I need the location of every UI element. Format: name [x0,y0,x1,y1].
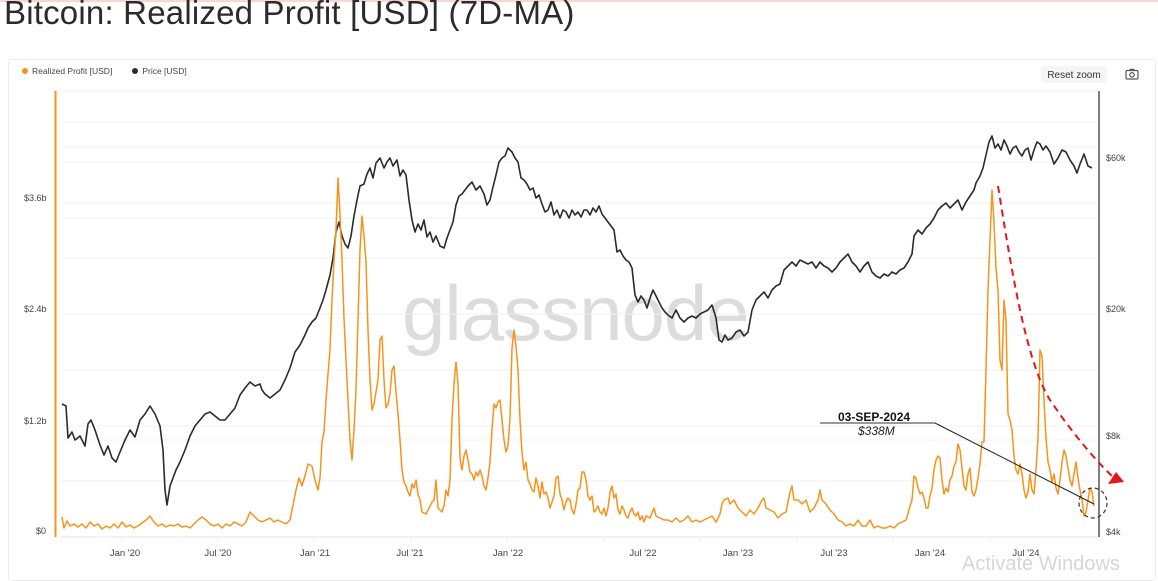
right-axis-tick: $20k [1106,304,1126,314]
x-axis-tick: Jul '23 [820,548,848,559]
trend-arrow-line [997,185,1113,477]
activate-windows-overlay: Activate Windows [962,553,1120,575]
gridlines [60,90,1098,482]
x-ticks [121,537,991,542]
left-axis-tick: $1.2b [24,416,47,426]
orange-dot-icon [22,68,28,74]
x-axis-tick: Jan '22 [492,548,524,559]
trend-arrow-head-icon [1108,472,1124,484]
black-dot-icon [132,68,139,74]
chart-plot [54,90,1124,542]
x-axis-tick: Jan '20 [109,548,141,559]
page-title: Bitcoin: Realized Profit [USD] (7D-MA) [4,0,575,31]
x-axis-tick: Jul '24 [1012,548,1040,559]
x-axis-tick: Jul '20 [204,548,232,559]
chart-card [8,59,1156,581]
x-axis-tick: Jul '21 [396,548,424,559]
right-axis-tick: $8k [1106,431,1121,441]
left-axis-tick: $3.6b [24,193,47,203]
legend-item-realized-profit[interactable]: Realized Profit [USD] [22,66,112,76]
chart-legend: Realized Profit [USD] Price [USD] [22,66,187,76]
camera-icon[interactable] [1124,66,1140,82]
left-axis-tick: $0 [36,526,47,536]
price-series-line [61,135,1093,506]
legend-label: Price [USD] [142,66,187,76]
right-axis-tick: $60k [1106,153,1126,163]
x-axis-tick: Jan '23 [722,548,754,559]
x-axis-tick: Jul '22 [629,548,657,559]
realized-profit-series-line [61,177,1095,530]
legend-item-price[interactable]: Price [USD] [132,66,187,76]
annotation-value: $338M [858,424,895,438]
x-axis-tick: Jan '21 [299,548,331,559]
highlight-circle [1078,487,1108,519]
annotation-leader-line [934,422,1095,505]
left-axis-tick: $2.4b [24,304,47,314]
legend-label: Realized Profit [USD] [32,66,113,76]
top-border [0,0,1158,2]
reset-zoom-button[interactable]: Reset zoom [1041,66,1107,83]
annotation-date: 03-SEP-2024 [838,410,911,424]
right-axis-tick: $4k [1106,527,1121,537]
x-axis-tick: Jan '24 [914,548,946,559]
